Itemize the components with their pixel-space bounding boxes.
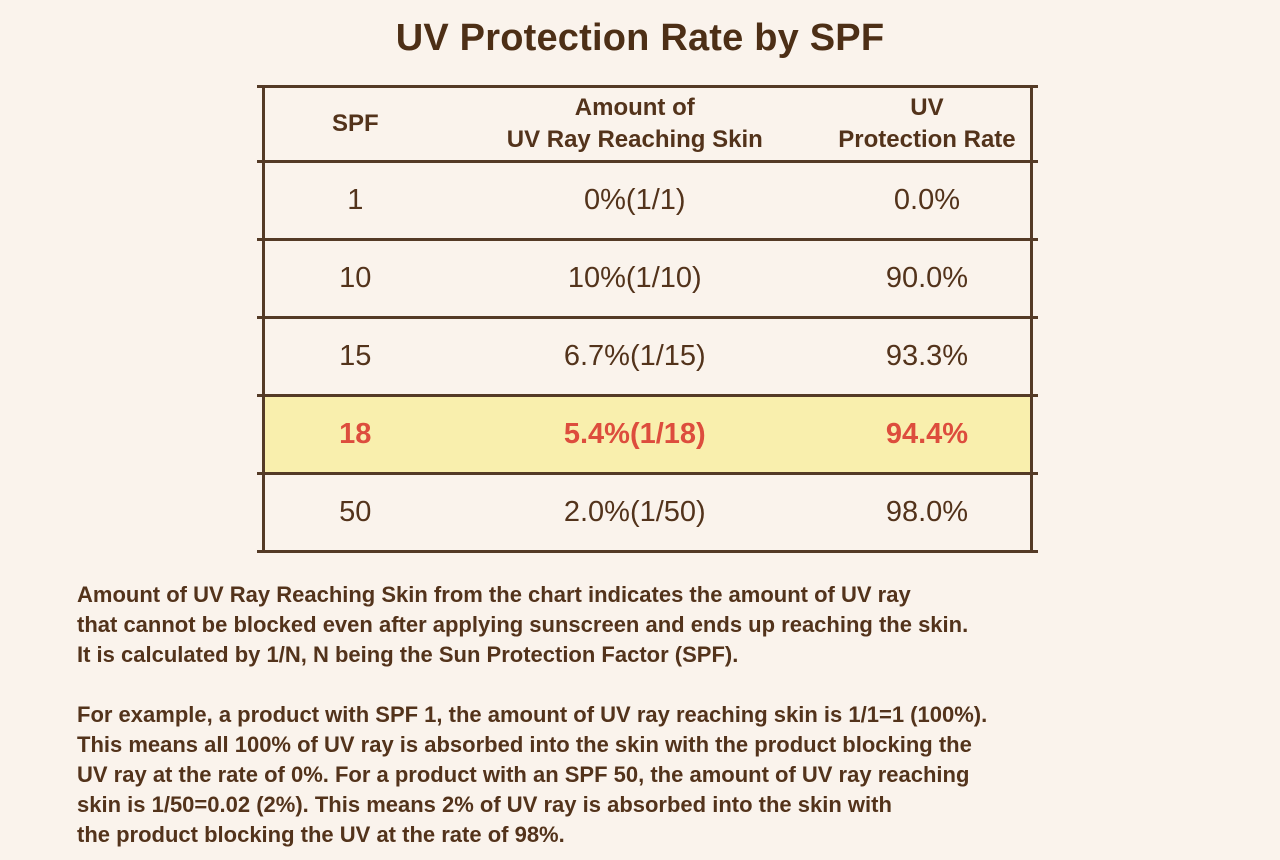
table-row-spf-1: 1 0%(1/1) 0.0% (262, 163, 1033, 238)
cell-spf: 10 (339, 262, 372, 294)
table-header-row: SPF Amount of UV Ray Reaching Skin UV Pr… (262, 88, 1033, 160)
table-border-left (262, 87, 265, 551)
spf-table: SPF Amount of UV Ray Reaching Skin UV Pr… (257, 85, 1038, 553)
note-line: UV ray at the rate of 0%. For a product … (77, 762, 970, 787)
cell-uv-reaching: 10%(1/10) (567, 262, 702, 294)
cell-protection: 98.0% (885, 496, 969, 528)
notes-paragraph-2: For example, a product with SPF 1, the a… (77, 700, 1280, 850)
note-line: For example, a product with SPF 1, the a… (77, 702, 988, 727)
cell-spf: 15 (339, 340, 372, 372)
row-divider (257, 394, 1038, 397)
note-line: that cannot be blocked even after applyi… (77, 612, 969, 637)
note-line: skin is 1/50=0.02 (2%). This means 2% of… (77, 792, 892, 817)
note-line: It is calculated by 1/N, N being the Sun… (77, 642, 739, 667)
table-row-spf-18-highlighted: 18 5.4%(1/18) 94.4% (262, 397, 1033, 472)
cell-protection: 93.3% (885, 340, 969, 372)
cell-spf: 50 (339, 496, 372, 528)
col-header-spf: SPF (331, 110, 379, 137)
cell-protection: 94.4% (885, 418, 969, 450)
cell-protection: 90.0% (885, 262, 969, 294)
row-divider (257, 472, 1038, 475)
notes-paragraph-1: Amount of UV Ray Reaching Skin from the … (77, 580, 1280, 670)
table-row-spf-50: 50 2.0%(1/50) 98.0% (262, 475, 1033, 550)
cell-spf: 1 (347, 184, 364, 216)
cell-uv-reaching: 2.0%(1/50) (563, 496, 706, 528)
cell-uv-reaching: 0%(1/1) (584, 184, 686, 216)
col-header-protection-rate-line1: UV (910, 94, 944, 121)
col-header-uv-reaching-line1: Amount of (574, 94, 695, 121)
row-divider (257, 238, 1038, 241)
paragraph-gap (77, 670, 1280, 700)
cell-spf: 18 (339, 418, 372, 450)
col-header-protection-rate: UV Protection Rate (821, 92, 1033, 156)
note-line: Amount of UV Ray Reaching Skin from the … (77, 582, 911, 607)
cell-protection: 0.0% (893, 184, 961, 216)
note-line: the product blocking the UV at the rate … (77, 822, 565, 847)
table-row-spf-15: 15 6.7%(1/15) 93.3% (262, 319, 1033, 394)
note-line: This means all 100% of UV ray is absorbe… (77, 732, 972, 757)
table-divider-bottom (257, 550, 1038, 553)
table-divider-top (257, 85, 1038, 88)
row-divider (257, 316, 1038, 319)
table-border-right (1030, 87, 1033, 551)
page-title: UV Protection Rate by SPF (395, 17, 885, 59)
col-header-uv-reaching-line2: UV Ray Reaching Skin (506, 126, 763, 153)
cell-uv-reaching: 5.4%(1/18) (563, 418, 706, 450)
col-header-uv-reaching: Amount of UV Ray Reaching Skin (449, 92, 821, 156)
notes-section: Amount of UV Ray Reaching Skin from the … (77, 580, 1280, 850)
table-row-spf-10: 10 10%(1/10) 90.0% (262, 241, 1033, 316)
col-header-protection-rate-line2: Protection Rate (838, 126, 1016, 153)
cell-uv-reaching: 6.7%(1/15) (563, 340, 706, 372)
row-divider (257, 160, 1038, 163)
